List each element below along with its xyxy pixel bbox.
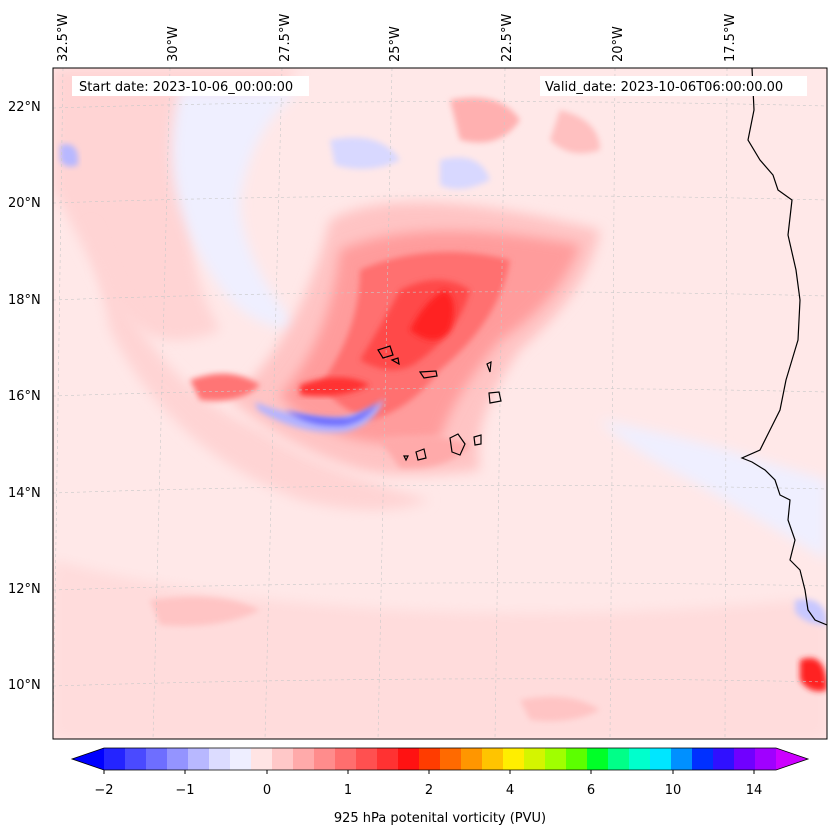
latitude-labels: 22°N 20°N 18°N 16°N 14°N 12°N 10°N [8,100,41,693]
lon-label: 30°W [166,26,181,62]
colorbar-segment [209,748,231,770]
colorbar-segment [482,748,504,770]
colorbar-extend-min [72,748,104,770]
valid-date-box [540,76,807,96]
colorbar-segment [146,748,168,770]
colorbar-tick-label: 14 [746,783,763,798]
longitude-labels: 32.5°W 30°W 27.5°W 25°W 22.5°W 20°W 17.5… [56,14,738,62]
colorbar-title: 925 hPa potenital vorticity (PVU) [334,811,546,826]
colorbar-segment [566,748,588,770]
lat-label: 18°N [8,293,41,308]
lat-label: 12°N [8,582,41,597]
colorbar-segment [587,748,609,770]
lon-label: 17.5°W [723,14,738,62]
lon-label: 22.5°W [500,14,515,62]
colorbar-segment [314,748,336,770]
colorbar-segment [692,748,714,770]
colorbar-segment [356,748,378,770]
colorbar-extend-max [776,748,808,770]
lat-label: 16°N [8,389,41,404]
colorbar-segment [503,748,525,770]
colorbar-segment [335,748,357,770]
colorbar-segment [230,748,252,770]
colorbar-tick-label: 6 [587,783,595,798]
lat-label: 14°N [8,486,41,501]
colorbar-tick-label: 1 [344,783,352,798]
lat-label: 10°N [8,678,41,693]
lon-label: 32.5°W [56,14,71,62]
colorbar-segment [461,748,483,770]
colorbar-segment [398,748,420,770]
colorbar-segment [377,748,399,770]
colorbar-tick-label: 4 [506,783,514,798]
valid-date-label: Valid_date: 2023-10-06T06:00:00.00 [545,80,783,95]
colorbar-segment [671,748,693,770]
colorbar-tick-label: 2 [425,783,433,798]
colorbar-segment [293,748,315,770]
colorbar-segment [629,748,651,770]
colorbar-segment [650,748,672,770]
coastline-africa [740,68,827,626]
lon-label: 25°W [388,26,403,62]
lon-label: 27.5°W [278,14,293,62]
colorbar-segment [272,748,294,770]
colorbar-segment [419,748,441,770]
colorbar-segment [125,748,147,770]
colorbar-segment [545,748,567,770]
graticule [53,68,827,739]
colorbar [70,747,810,774]
colorbar-segment [734,748,756,770]
start-date-box [72,76,309,96]
colorbar-tick-label: −2 [94,783,113,798]
colorbar-tick-label: −1 [175,783,194,798]
lat-label: 22°N [8,100,41,115]
lat-label: 20°N [8,196,41,211]
colorbar-ticks: −2 −1 0 1 2 4 6 10 14 [94,783,762,798]
colorbar-segment [713,748,735,770]
cape-verde-islands [377,345,502,462]
colorbar-outline [70,747,810,771]
start-date-label: Start date: 2023-10-06_00:00:00 [79,80,293,95]
colorbar-segment [440,748,462,770]
colorbar-segment [524,748,546,770]
colorbar-segment [608,748,630,770]
colorbar-tick-label: 0 [263,783,271,798]
colorbar-segment [167,748,189,770]
pv-field [53,68,827,739]
lon-label: 20°W [611,26,626,62]
colorbar-segment [104,748,126,770]
colorbar-segment [251,748,273,770]
colorbar-tick-label: 10 [665,783,682,798]
colorbar-segment [755,748,777,770]
map-frame [52,67,828,740]
colorbar-segment [188,748,210,770]
